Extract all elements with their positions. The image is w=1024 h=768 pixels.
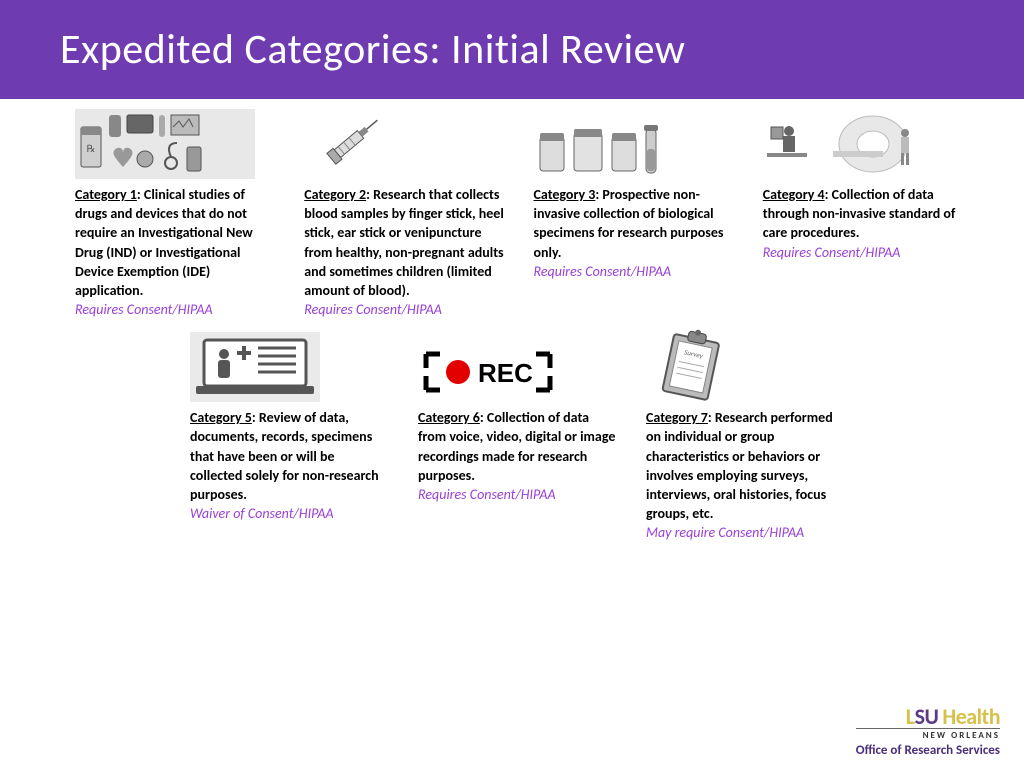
category-3: Category 3: Prospective non-invasive col…: [534, 109, 735, 318]
syringe-icon: [304, 109, 505, 179]
clipboard-survey-icon: Survey: [646, 332, 846, 402]
medical-devices-icon: ℞: [75, 109, 276, 179]
brand-health: Health: [942, 703, 1000, 730]
brand-su: SU: [915, 703, 939, 730]
consent-note: Requires Consent/HIPAA: [418, 486, 618, 503]
consent-note: Requires Consent/HIPAA: [304, 301, 505, 318]
brand-office: Office of Research Services: [856, 743, 1000, 758]
brand-l: L: [906, 703, 915, 730]
row-top: ℞: [75, 109, 964, 318]
record-icon: REC: [418, 332, 618, 402]
consent-note: Requires Consent/HIPAA: [75, 301, 276, 318]
category-label: Category 2: [304, 186, 366, 203]
category-label: Category 1: [75, 186, 137, 203]
category-label: Category 6: [418, 409, 480, 426]
category-label: Category 7: [646, 409, 708, 426]
mri-scanner-icon: [763, 109, 964, 179]
category-label: Category 5: [190, 409, 252, 426]
slide-title: Expedited Categories: Initial Review: [0, 0, 1024, 99]
footer-logo: LSUHealth NEW ORLEANS Office of Research…: [856, 703, 1000, 758]
category-1: ℞: [75, 109, 276, 318]
row-bottom: Category 5: Review of data, documents, r…: [75, 332, 964, 541]
consent-note: Requires Consent/HIPAA: [534, 263, 735, 280]
category-2: Category 2: Research that collects blood…: [304, 109, 505, 318]
category-5: Category 5: Review of data, documents, r…: [190, 332, 390, 541]
category-4: Category 4: Collection of data through n…: [763, 109, 964, 318]
category-label: Category 3: [534, 186, 596, 203]
consent-note: Requires Consent/HIPAA: [763, 244, 964, 261]
svg-text:℞: ℞: [87, 142, 96, 155]
consent-note: May require Consent/HIPAA: [646, 524, 846, 541]
brand-subtitle: NEW ORLEANS: [856, 728, 1000, 741]
svg-text:REC: REC: [478, 358, 533, 388]
records-laptop-icon: [190, 332, 390, 402]
category-6: REC Category 6: Collection of data from …: [418, 332, 618, 541]
specimen-jars-icon: [534, 109, 735, 179]
brand-name: LSUHealth: [856, 703, 1000, 730]
category-label: Category 4: [763, 186, 825, 203]
slide-content: ℞: [0, 99, 1024, 541]
category-7: Survey Category 7: Research performed on…: [646, 332, 846, 541]
consent-note: Waiver of Consent/HIPAA: [190, 505, 390, 522]
